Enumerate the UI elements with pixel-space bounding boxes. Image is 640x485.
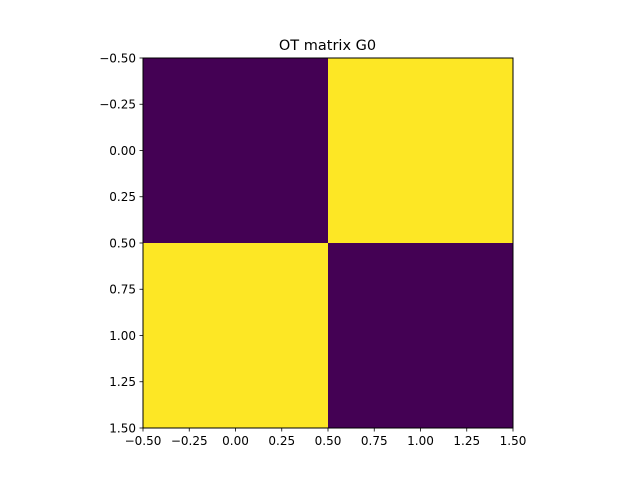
y-tick-label: 1.50 bbox=[109, 421, 136, 435]
chart-title: OT matrix G0 bbox=[279, 38, 376, 54]
x-tick-label: 0.25 bbox=[268, 434, 295, 448]
y-tick-label: 0.75 bbox=[109, 283, 136, 297]
y-tick-label: 0.25 bbox=[109, 190, 136, 204]
heatmap-cell bbox=[328, 58, 513, 243]
heatmap-cell bbox=[143, 58, 328, 243]
axes-frame bbox=[142, 57, 514, 429]
y-tick-label: 0.50 bbox=[109, 236, 136, 250]
x-tick-label: 1.50 bbox=[500, 434, 527, 448]
heatmap-cells bbox=[143, 58, 513, 428]
x-axis: −0.50 −0.25 0.00 0.25 0.50 0.75 1.00 1.25 1.50 bbox=[125, 428, 527, 448]
x-tick-label: 0.50 bbox=[315, 434, 342, 448]
x-tick-label: −0.25 bbox=[171, 434, 208, 448]
y-tick-label: −0.25 bbox=[99, 98, 136, 112]
x-tick-label: −0.50 bbox=[125, 434, 162, 448]
x-tick-label: 1.00 bbox=[407, 434, 434, 448]
x-tick-label: 1.25 bbox=[453, 434, 480, 448]
y-tick-label: 0.00 bbox=[109, 144, 136, 158]
x-tick-label: 0.75 bbox=[361, 434, 388, 448]
x-tick-label: 0.00 bbox=[222, 434, 249, 448]
y-tick-label: 1.25 bbox=[109, 375, 136, 389]
heatmap-cell bbox=[328, 243, 513, 428]
y-tick-label: 1.00 bbox=[109, 329, 136, 343]
heatmap-cell bbox=[143, 243, 328, 428]
y-axis: −0.50 −0.25 0.00 0.25 0.50 0.75 1.00 1.25 1.50 bbox=[99, 51, 143, 435]
y-tick-label: −0.50 bbox=[99, 51, 136, 65]
